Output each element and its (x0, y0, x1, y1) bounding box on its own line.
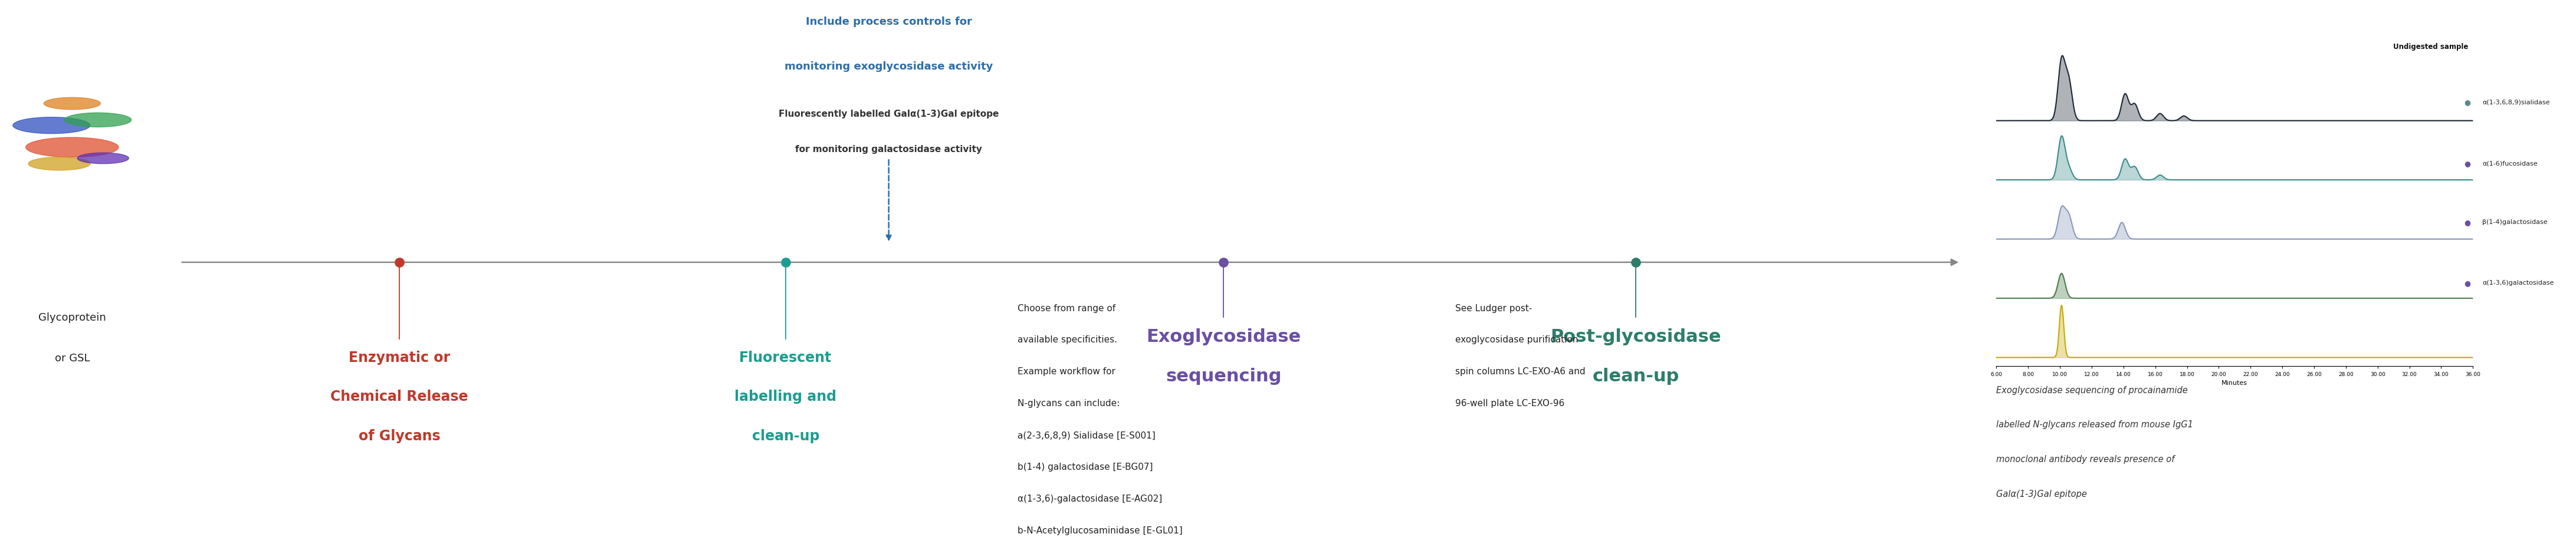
Text: Chemical Release: Chemical Release (330, 389, 469, 404)
Text: ●: ● (2465, 160, 2470, 167)
Circle shape (26, 138, 118, 158)
Circle shape (77, 153, 129, 164)
Text: ●: ● (2465, 279, 2470, 287)
Text: clean-up: clean-up (1592, 368, 1680, 385)
Text: Post-glycosidase: Post-glycosidase (1551, 328, 1721, 345)
Circle shape (44, 98, 100, 110)
Text: Fluorescently labelled Galα(1-3)Gal epitope: Fluorescently labelled Galα(1-3)Gal epit… (778, 109, 999, 118)
Text: monoclonal antibody reveals presence of: monoclonal antibody reveals presence of (1996, 455, 2174, 463)
Text: α(1-3,6)galactosidase: α(1-3,6)galactosidase (2483, 280, 2553, 286)
Text: available specificities.: available specificities. (1018, 335, 1118, 344)
Text: Exoglycosidase: Exoglycosidase (1146, 328, 1301, 345)
Text: β(1-4)galactosidase: β(1-4)galactosidase (2483, 219, 2548, 225)
Text: N-glycans can include:: N-glycans can include: (1018, 399, 1121, 408)
Text: Undigested sample: Undigested sample (2393, 43, 2468, 51)
Text: α(1-3,6)-galactosidase [E-AG02]: α(1-3,6)-galactosidase [E-AG02] (1018, 494, 1162, 503)
X-axis label: Minutes: Minutes (2221, 380, 2249, 386)
Circle shape (28, 158, 90, 171)
Text: Include process controls for: Include process controls for (806, 16, 971, 27)
Text: 96-well plate LC-EXO-96: 96-well plate LC-EXO-96 (1455, 399, 1564, 408)
Text: Example workflow for: Example workflow for (1018, 367, 1115, 376)
Text: a(2-3,6,8,9) Sialidase [E-S001]: a(2-3,6,8,9) Sialidase [E-S001] (1018, 430, 1157, 439)
Text: b-N-Acetylglucosaminidase [E-GL01]: b-N-Acetylglucosaminidase [E-GL01] (1018, 526, 1182, 534)
Circle shape (13, 118, 90, 134)
Text: See Ludger post-: See Ludger post- (1455, 304, 1533, 312)
Text: of Glycans: of Glycans (358, 429, 440, 443)
Text: exoglycosidase purification: exoglycosidase purification (1455, 335, 1579, 344)
Circle shape (64, 113, 131, 127)
Text: Enzymatic or: Enzymatic or (348, 350, 451, 364)
Text: labelled N-glycans released from mouse IgG1: labelled N-glycans released from mouse I… (1996, 420, 2192, 429)
Text: spin columns LC-EXO-A6 and: spin columns LC-EXO-A6 and (1455, 367, 1587, 376)
Text: Glycoprotein: Glycoprotein (39, 312, 106, 322)
Text: α(1-3,6,8,9)sialidase: α(1-3,6,8,9)sialidase (2483, 100, 2550, 105)
Text: for monitoring galactosidase activity: for monitoring galactosidase activity (796, 145, 981, 154)
Text: or GSL: or GSL (54, 353, 90, 363)
Text: ●: ● (2465, 98, 2470, 106)
Text: b(1-4) galactosidase [E-BG07]: b(1-4) galactosidase [E-BG07] (1018, 462, 1154, 471)
Text: Choose from range of: Choose from range of (1018, 304, 1115, 312)
Text: Galα(1-3)Gal epitope: Galα(1-3)Gal epitope (1996, 489, 2087, 498)
Text: ●: ● (2465, 218, 2470, 226)
Text: monitoring exoglycosidase activity: monitoring exoglycosidase activity (786, 61, 992, 72)
Text: labelling and: labelling and (734, 389, 837, 404)
Text: α(1-6)fucosidase: α(1-6)fucosidase (2483, 161, 2537, 167)
Text: Exoglycosidase sequencing of procainamide: Exoglycosidase sequencing of procainamid… (1996, 386, 2187, 394)
Text: Fluorescent: Fluorescent (739, 350, 832, 364)
Text: sequencing: sequencing (1167, 368, 1280, 385)
Text: clean-up: clean-up (752, 429, 819, 443)
